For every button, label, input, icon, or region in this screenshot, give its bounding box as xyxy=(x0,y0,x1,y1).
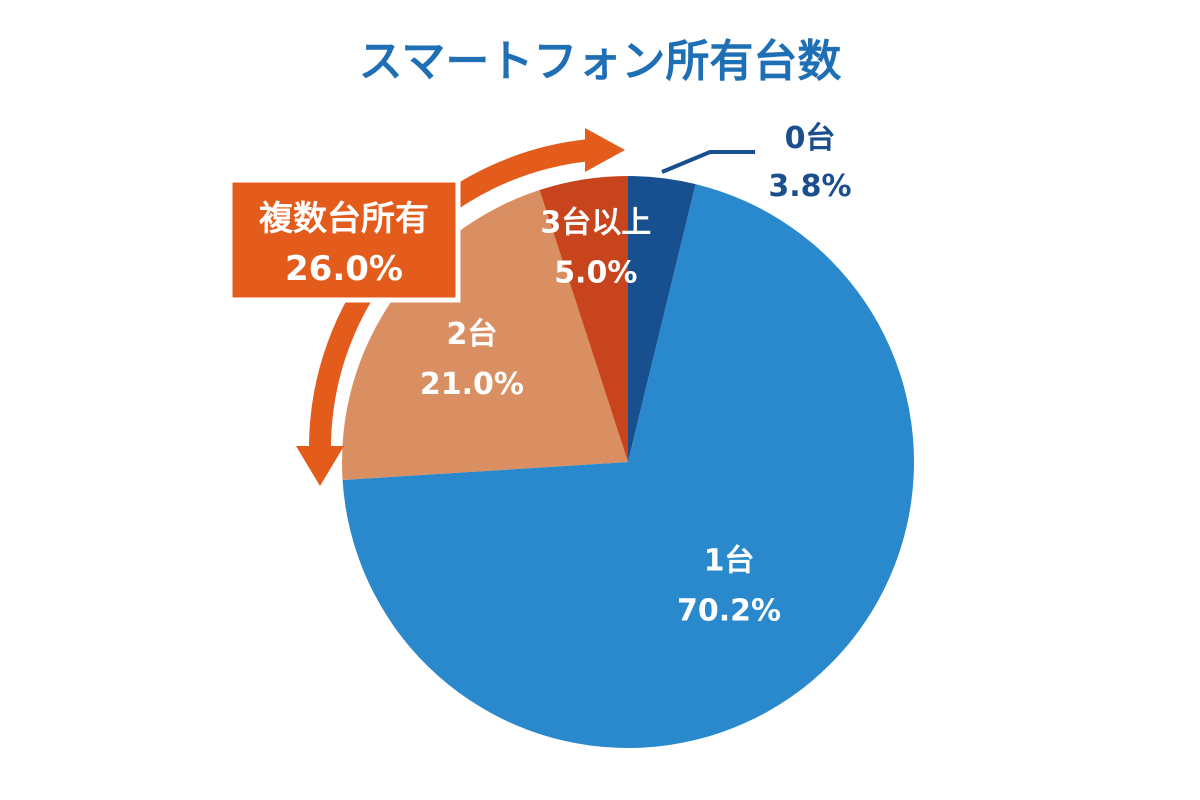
slice-value-label-3: 5.0% xyxy=(554,256,637,291)
slice-value-label-0: 3.8% xyxy=(768,169,851,204)
slice-category-label-1: 1台 xyxy=(704,544,755,579)
pie-slice-0 xyxy=(628,176,696,462)
chart-title: スマートフォン所有台数 xyxy=(359,36,842,87)
callout-box xyxy=(227,177,461,303)
slice-category-label-0: 0台 xyxy=(785,121,836,156)
pie-slice-2 xyxy=(341,190,628,480)
pie-slices xyxy=(341,176,914,748)
pie-slice-3 xyxy=(539,176,628,462)
pie-slice-1 xyxy=(342,184,914,748)
callout-value: 26.0% xyxy=(285,249,403,289)
slice-value-label-2: 21.0% xyxy=(420,367,524,402)
slice-value-label-1: 70.2% xyxy=(677,594,781,629)
callout-arrowhead-top xyxy=(585,128,625,172)
callout-arrowhead-bottom xyxy=(296,446,344,486)
slice-category-label-2: 2台 xyxy=(446,317,497,352)
leader-line-0 xyxy=(661,150,755,174)
slice-labels: 0台 3.8% 1台 70.2% 2台 21.0% 3台以上 5.0% xyxy=(420,121,852,629)
slice-category-label-3: 3台以上 xyxy=(540,206,651,241)
callout-title: 複数台所有 xyxy=(259,199,429,239)
